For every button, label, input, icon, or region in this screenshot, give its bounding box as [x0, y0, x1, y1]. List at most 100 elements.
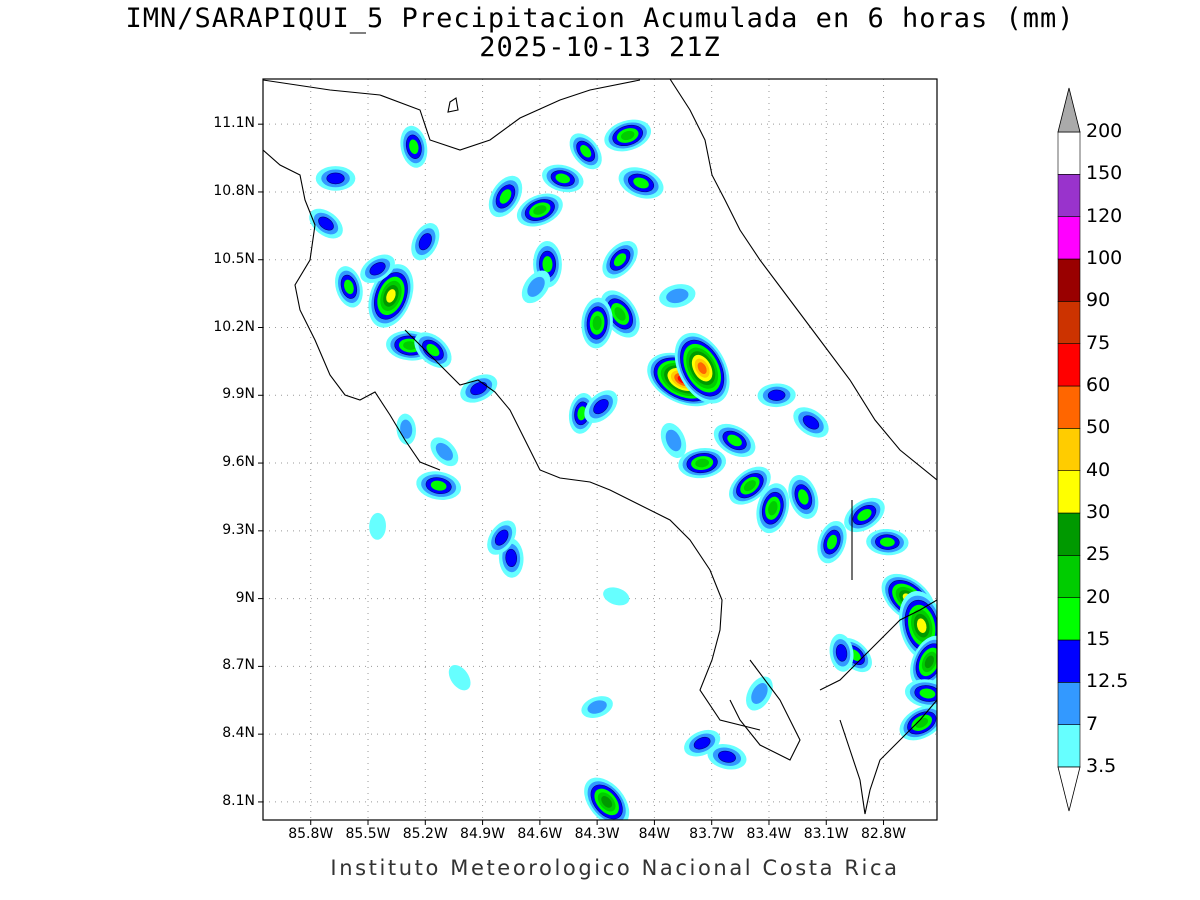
lon-label: 83.1W	[803, 826, 849, 842]
precip-contour	[633, 177, 649, 189]
lat-label: 9.9N	[222, 386, 255, 403]
colorbar-segment	[1057, 301, 1081, 344]
precip-cell	[659, 284, 696, 308]
precip-contour	[386, 289, 396, 303]
precip-cell	[396, 413, 416, 445]
precip-contour	[592, 315, 602, 331]
precip-contour	[499, 189, 512, 204]
colorbar-segment	[1057, 512, 1081, 556]
precip-contour	[613, 253, 627, 267]
precip-contour	[580, 145, 592, 158]
precip-contour	[403, 341, 417, 350]
precip-contour	[587, 700, 607, 714]
nicoya-gulf	[404, 329, 761, 731]
precip-cell	[542, 164, 584, 193]
precip-cell	[414, 332, 452, 368]
precip-cell	[369, 512, 386, 540]
precip-cell	[448, 664, 471, 691]
lon-label: 84.9W	[460, 826, 506, 842]
precip-cell	[604, 119, 652, 152]
precip-cell	[660, 422, 687, 458]
precip-cell	[335, 266, 363, 308]
colorbar-level-label: 20	[1086, 585, 1111, 608]
precip-contour	[768, 501, 778, 516]
pacific-coast-north	[263, 149, 441, 471]
precip-cell	[315, 166, 356, 191]
precip-contour	[857, 509, 872, 522]
precip-contour	[527, 276, 545, 297]
precip-contour	[426, 343, 440, 357]
lat-label: 8.1N	[222, 792, 255, 809]
precip-contour	[603, 587, 630, 606]
precip-cell	[756, 483, 790, 534]
lon-label: 84.3W	[574, 826, 620, 842]
colorbar-segment	[1057, 428, 1081, 471]
lon-label: 85.8W	[288, 826, 334, 842]
colorbar-segment	[1057, 258, 1081, 302]
colorbar-segment	[1057, 470, 1081, 514]
precip-cell	[678, 447, 727, 479]
island	[447, 97, 459, 113]
precip-cell	[581, 297, 613, 349]
precip-cell	[360, 254, 395, 284]
precip-contour	[555, 173, 571, 184]
colorbar-level-label: 30	[1086, 501, 1111, 523]
burica	[839, 699, 937, 815]
precip-cell	[487, 520, 517, 555]
precip-cell	[817, 520, 847, 564]
lat-label: 10.8N	[213, 182, 255, 199]
colorbar-level-label: 75	[1086, 331, 1111, 354]
precip-contour	[697, 362, 707, 375]
precip-cell	[584, 390, 618, 423]
lat-label: 8.7N	[222, 657, 255, 674]
nicaragua-lake-shore	[263, 79, 641, 151]
precip-cell	[516, 193, 563, 227]
precip-cell	[904, 679, 937, 708]
precip-cell	[844, 497, 885, 533]
precip-contour	[614, 307, 626, 321]
precip-cell	[746, 676, 773, 711]
colorbar-level-label: 15	[1086, 628, 1111, 650]
map-frame	[262, 78, 938, 821]
colorbar-level-label: 25	[1086, 543, 1111, 566]
colorbar-level-label: 100	[1086, 247, 1123, 269]
precip-contour	[915, 717, 929, 728]
map-title: IMN/SARAPIQUI_5 Precipitacion Acumulada …	[125, 3, 1075, 34]
colorbar-level-label: 7	[1086, 712, 1099, 735]
precip-cell	[899, 705, 937, 741]
colorbar-level-label: 3.5	[1086, 755, 1117, 777]
colorbar-level-label: 12.5	[1086, 670, 1129, 693]
colorbar-min-arrow	[1057, 766, 1081, 812]
precip-cell	[788, 475, 819, 519]
precip-cell	[757, 383, 796, 408]
precip-contour	[798, 489, 809, 505]
lon-label: 82.8W	[861, 826, 907, 842]
colorbar-segment	[1057, 385, 1081, 429]
precip-contour	[448, 664, 471, 691]
footer-credit: Instituto Meteorologico Nacional Costa R…	[330, 856, 900, 880]
precip-contour	[369, 512, 386, 540]
precip-contour	[318, 216, 334, 231]
colorbar	[1057, 87, 1081, 812]
precip-contour	[533, 205, 547, 215]
precip-contour	[826, 534, 838, 550]
precip-contour	[695, 458, 710, 468]
lon-label: 84.6W	[517, 826, 563, 842]
precip-cell	[569, 133, 602, 170]
precip-cell	[411, 223, 440, 261]
precip-contour	[577, 406, 587, 421]
precip-contour	[601, 796, 613, 808]
precip-contour	[727, 434, 742, 447]
precip-contour	[542, 256, 553, 273]
colorbar-level-label: 50	[1086, 416, 1111, 439]
colorbar-level-label: 200	[1086, 120, 1123, 142]
precip-contour	[919, 688, 936, 699]
precip-contour	[666, 288, 689, 304]
precip-contour	[924, 655, 934, 669]
precip-contour	[494, 529, 509, 546]
colorbar-level-label: 60	[1086, 374, 1111, 396]
precip-contour	[326, 172, 345, 185]
colorbar-segment	[1057, 682, 1081, 725]
lat-label: 10.5N	[213, 250, 255, 267]
precip-cell	[430, 437, 459, 467]
